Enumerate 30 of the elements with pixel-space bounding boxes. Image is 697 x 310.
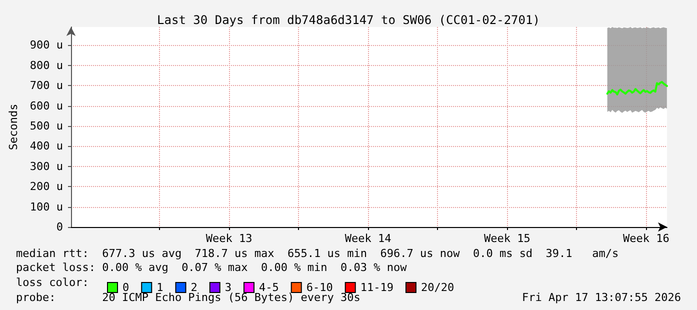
legend-label: 0 [122, 281, 130, 294]
legend-label: 2 [190, 281, 198, 294]
legend-label: 1 [156, 281, 164, 294]
text: packet loss: 0.00 % avg 0.07 % max 0.00 % min 0.03 % now [16, 261, 408, 274]
line-series [606, 80, 668, 96]
x-tick-label: Week 15 [484, 232, 530, 245]
y-tick-label: 500 u [30, 119, 64, 132]
y-tick-label: 300 u [30, 160, 64, 173]
legend-label: 3 [224, 281, 232, 294]
y-tick-label: 400 u [30, 140, 64, 153]
y-tick-label: 800 u [30, 58, 64, 72]
x-tick-label: Week 13 [206, 232, 252, 245]
chart-title: Last 30 Days from db748a6d3147 to SW06 (CC01-02-2701) [157, 13, 540, 27]
y-tick-label: 600 u [30, 99, 64, 112]
text: probe: 20 ICMP Echo Pings (56 Bytes) every 30s [16, 291, 360, 304]
legend-label: 6-10 [306, 281, 333, 294]
x-tick-label: Week 16 [623, 232, 670, 245]
y-axis-title: Seconds [7, 104, 20, 150]
text: median rtt: 677.3 us avg 718.7 us max 655.1 us min 696.7 us now 0.0 ms sd 39.1 am/s [16, 247, 619, 260]
legend-title: loss color: [16, 276, 89, 289]
y-tick-label: 200 u [30, 180, 64, 194]
y-tick-label: 700 u [30, 79, 64, 92]
y-tick-label: 900 u [30, 38, 64, 52]
legend-label: 11-19 [360, 281, 394, 294]
text: Fri Apr 17 13:07:55 2026 [522, 291, 682, 304]
y-tick-label: 100 u [30, 200, 64, 214]
y-tick-label: 0 [56, 220, 64, 234]
legend-label: 20/20 [420, 281, 454, 294]
x-tick-label: Week 14 [344, 232, 392, 245]
legend-label: 4-5 [258, 281, 279, 294]
